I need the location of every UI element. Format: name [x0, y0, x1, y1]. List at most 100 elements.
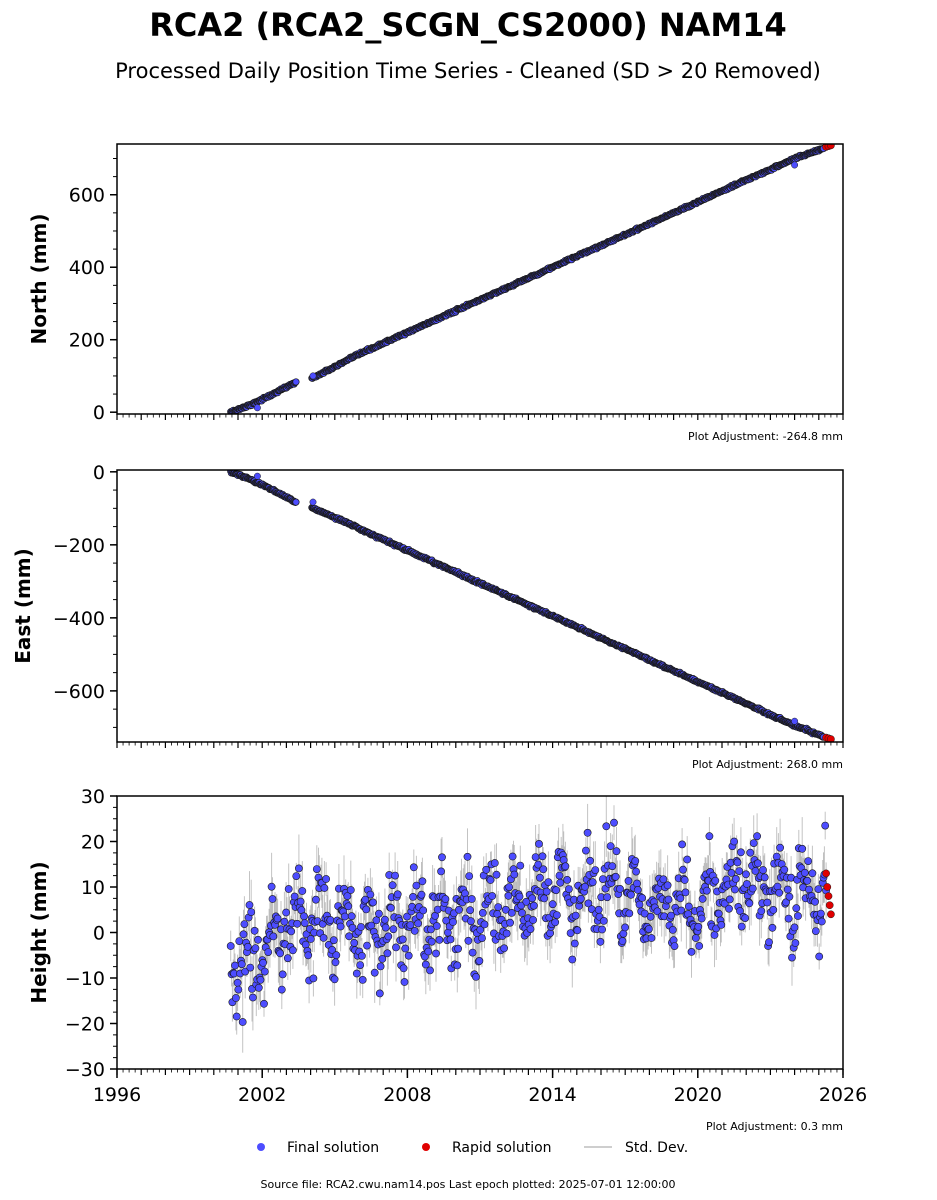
height-final-point — [616, 885, 624, 893]
height-rapid-point — [823, 883, 832, 891]
height-ytick-label: −20 — [65, 1014, 105, 1036]
height-final-point — [645, 925, 653, 933]
height-final-point — [681, 888, 690, 897]
height-final-point — [328, 946, 336, 954]
height-final-point — [596, 937, 605, 946]
north-ytick-label: 600 — [69, 185, 105, 207]
height-final-point — [676, 894, 685, 903]
legend-rapid-marker — [422, 1143, 430, 1151]
height-final-point — [505, 883, 514, 891]
height-final-point — [311, 895, 320, 904]
height-final-point — [606, 842, 615, 850]
height-final-point — [427, 937, 436, 946]
height-final-point — [647, 934, 656, 942]
height-final-point — [534, 860, 543, 869]
height-final-point — [668, 926, 677, 934]
height-rapid-point — [825, 901, 834, 910]
height-final-point — [363, 941, 371, 950]
height-final-point — [743, 880, 751, 888]
height-final-point — [478, 909, 487, 917]
height-final-point — [631, 857, 640, 865]
height-final-point — [745, 899, 754, 908]
height-final-point — [530, 901, 538, 910]
height-panel: 30 20 10 0 −10 −20 −30 1996 2002 2008 2014 2020 2026… — [27, 786, 867, 1133]
height-final-point — [366, 890, 375, 899]
height-final-point — [581, 882, 589, 891]
height-final-point — [563, 876, 572, 884]
height-final-point — [705, 832, 714, 841]
height-final-point — [501, 905, 510, 914]
chart-subtitle: Processed Daily Position Time Series - C… — [115, 59, 821, 83]
height-final-point — [398, 935, 407, 944]
height-final-point — [746, 848, 755, 857]
height-final-point — [346, 886, 355, 894]
height-final-point — [504, 891, 513, 900]
height-final-point — [757, 907, 766, 915]
height-final-point — [254, 983, 263, 992]
height-final-point — [464, 936, 473, 945]
height-final-point — [571, 911, 580, 920]
height-final-point — [680, 876, 689, 884]
north-final-point — [292, 378, 300, 386]
height-final-point — [488, 892, 497, 900]
height-final-point — [702, 886, 711, 895]
height-final-point — [742, 870, 750, 879]
height-final-point — [446, 935, 455, 944]
height-final-point — [251, 944, 260, 953]
height-final-point — [736, 907, 744, 915]
height-final-point — [490, 859, 499, 867]
height-xtick-label: 2014 — [528, 1084, 576, 1106]
height-final-point — [304, 951, 313, 960]
height-final-point — [586, 856, 594, 865]
height-final-point — [329, 936, 338, 945]
height-final-point — [664, 895, 673, 904]
east-final-point — [292, 498, 300, 506]
height-final-point — [566, 929, 575, 937]
height-final-point — [633, 886, 642, 894]
height-final-point — [625, 909, 634, 918]
height-final-point — [502, 929, 511, 938]
height-final-point — [627, 890, 635, 899]
height-final-point — [536, 873, 544, 882]
height-final-point — [540, 894, 549, 903]
height-final-point — [565, 885, 573, 893]
height-final-point — [336, 922, 345, 931]
height-final-point — [788, 953, 796, 962]
height-final-point — [410, 927, 419, 935]
height-final-point — [749, 839, 758, 847]
height-final-point — [344, 902, 353, 911]
height-final-point — [326, 916, 335, 924]
height-final-point — [538, 852, 547, 861]
height-final-point — [638, 894, 646, 902]
height-final-point — [697, 914, 706, 923]
height-final-point — [404, 951, 413, 960]
height-ytick-label: 30 — [81, 786, 105, 808]
height-ytick-label: −10 — [65, 968, 105, 990]
north-final-point — [309, 372, 317, 380]
height-final-point — [438, 853, 446, 862]
height-final-point — [391, 871, 399, 880]
height-final-point — [821, 821, 830, 830]
height-final-point — [588, 878, 597, 887]
height-final-point — [322, 875, 330, 883]
height-final-point — [776, 843, 784, 852]
height-final-point — [515, 892, 524, 901]
north-data — [227, 144, 835, 414]
height-final-point — [231, 961, 239, 970]
height-final-point — [794, 912, 802, 920]
height-final-point — [518, 909, 526, 917]
height-final-point — [594, 905, 603, 914]
height-final-point — [300, 912, 308, 921]
height-final-point — [817, 909, 825, 918]
height-final-point — [259, 958, 267, 967]
north-ytick-label: 200 — [69, 330, 105, 352]
height-final-point — [791, 939, 800, 947]
height-final-point — [424, 947, 433, 956]
height-final-point — [568, 955, 577, 964]
height-final-point — [679, 865, 687, 874]
height-final-point — [599, 917, 608, 925]
height-final-point — [432, 922, 441, 930]
height-final-point — [475, 957, 484, 965]
height-final-point — [294, 864, 303, 873]
height-final-point — [760, 873, 769, 882]
